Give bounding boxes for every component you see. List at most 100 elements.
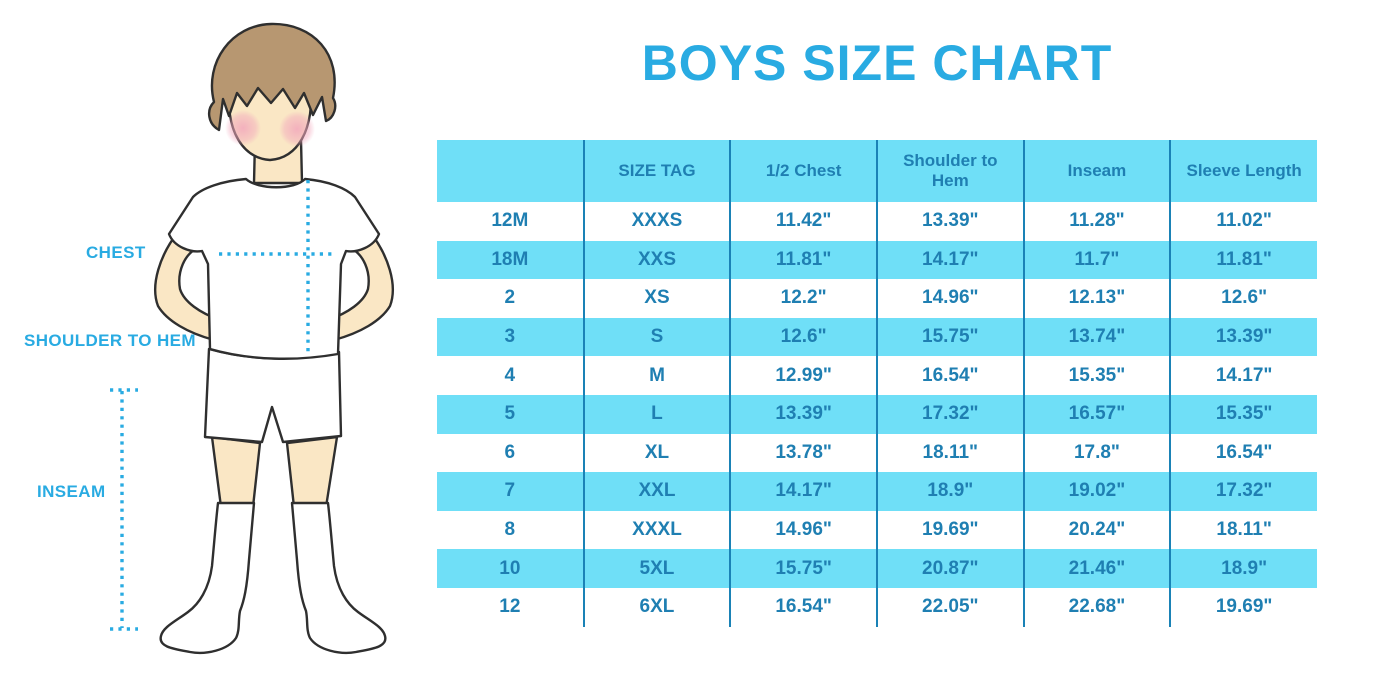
shoulder-to-hem-cell: 19.69" bbox=[875, 510, 1024, 550]
inseam-cell: 17.8" bbox=[1022, 433, 1171, 473]
chest-label: CHEST bbox=[86, 243, 146, 262]
inseam-cell: 13.74" bbox=[1022, 317, 1171, 357]
size-cell: 18M bbox=[491, 248, 529, 270]
size-tag-cell: XXS bbox=[582, 240, 731, 280]
size-cell: 12 bbox=[499, 596, 521, 618]
size-tag-cell: M bbox=[582, 356, 731, 395]
size-tag-cell: L bbox=[582, 394, 731, 434]
sleeve-length-cell: 14.17" bbox=[1169, 356, 1317, 395]
size-tag-cell: XL bbox=[582, 433, 731, 473]
half-chest-cell: 13.39" bbox=[729, 394, 877, 434]
right-leg bbox=[285, 435, 339, 509]
inseam-cell: 16.57" bbox=[1022, 394, 1171, 434]
table-row: 8 XXXL 14.96" 19.69" 20.24" 18.11" bbox=[437, 510, 1317, 550]
table-row: 12M XXXS 11.42" 13.39" 11.28" 11.02" bbox=[437, 202, 1317, 241]
size-cell: 5 bbox=[504, 403, 516, 425]
size-tag-cell: S bbox=[582, 317, 731, 357]
shoulder-to-hem-cell: 13.39" bbox=[875, 202, 1024, 241]
inseam-cell: 11.28" bbox=[1022, 202, 1171, 241]
inseam-cell: 22.68" bbox=[1022, 587, 1171, 627]
size-tag-cell: XXXS bbox=[582, 202, 731, 241]
table-row: 12 6XL 16.54" 22.05" 22.68" 19.69" bbox=[437, 587, 1317, 627]
shoulder-to-hem-cell: 17.32" bbox=[875, 394, 1024, 434]
half-chest-cell: 12.99" bbox=[729, 356, 877, 395]
half-chest-cell: 11.81" bbox=[729, 240, 877, 280]
half-chest-cell: 12.2" bbox=[729, 279, 877, 318]
left-sock bbox=[159, 501, 256, 654]
inseam-cell: 21.46" bbox=[1022, 549, 1171, 588]
size-cell: 2 bbox=[504, 287, 516, 309]
inseam-cell: 19.02" bbox=[1022, 472, 1171, 511]
sleeve-length-cell: 16.54" bbox=[1169, 433, 1317, 473]
table-row: 3 S 12.6" 15.75" 13.74" 13.39" bbox=[437, 317, 1317, 357]
sleeve-length-cell: 15.35" bbox=[1169, 394, 1317, 434]
size-cell: 6 bbox=[504, 441, 516, 463]
header-col-half-chest: 1/2 Chest bbox=[729, 140, 877, 202]
hair bbox=[207, 22, 337, 132]
shoulder-to-hem-cell: 14.96" bbox=[875, 279, 1024, 318]
sleeve-length-cell: 17.32" bbox=[1169, 472, 1317, 511]
shoulder-to-hem-cell: 15.75" bbox=[875, 317, 1024, 357]
table-row: 6 XL 13.78" 18.11" 17.8" 16.54" bbox=[437, 433, 1317, 473]
left-leg bbox=[210, 435, 262, 509]
size-cell: 3 bbox=[504, 326, 516, 348]
table-row: 18M XXS 11.81" 14.17" 11.7" 11.81" bbox=[437, 240, 1317, 280]
header-col-inseam: Inseam bbox=[1022, 140, 1171, 202]
table-row: 2 XS 12.2" 14.96" 12.13" 12.6" bbox=[437, 279, 1317, 318]
table-row: 10 5XL 15.75" 20.87" 21.46" 18.9" bbox=[437, 549, 1317, 588]
half-chest-cell: 11.42" bbox=[729, 202, 877, 241]
inseam-cell: 12.13" bbox=[1022, 279, 1171, 318]
size-tag-cell: XS bbox=[582, 279, 731, 318]
size-cell: 12M bbox=[491, 210, 529, 232]
blush-right-cheek bbox=[279, 111, 315, 147]
shoulder-to-hem-cell: 18.9" bbox=[875, 472, 1024, 511]
sleeve-length-cell: 11.81" bbox=[1169, 240, 1317, 280]
header-row: SIZE TAG 1/2 Chest Shoulder to Hem Insea… bbox=[437, 140, 1317, 202]
table-row: 7 XXL 14.17" 18.9" 19.02" 17.32" bbox=[437, 472, 1317, 511]
half-chest-cell: 13.78" bbox=[729, 433, 877, 473]
half-chest-cell: 14.96" bbox=[729, 510, 877, 550]
inseam-label: INSEAM bbox=[37, 482, 106, 501]
sleeve-length-cell: 12.6" bbox=[1169, 279, 1317, 318]
size-cell: 4 bbox=[504, 364, 516, 386]
size-tag-cell: XXL bbox=[582, 472, 731, 511]
sleeve-length-cell: 11.02" bbox=[1169, 202, 1317, 241]
header-col-size bbox=[437, 140, 584, 202]
half-chest-cell: 15.75" bbox=[729, 549, 877, 588]
size-cell: 8 bbox=[504, 519, 516, 541]
table-row: 4 M 12.99" 16.54" 15.35" 14.17" bbox=[437, 356, 1317, 395]
table-row: 5 L 13.39" 17.32" 16.57" 15.35" bbox=[437, 394, 1317, 434]
size-cell: 7 bbox=[504, 480, 516, 502]
inseam-cell: 15.35" bbox=[1022, 356, 1171, 395]
shoulder-to-hem-cell: 20.87" bbox=[875, 549, 1024, 588]
half-chest-cell: 14.17" bbox=[729, 472, 877, 511]
shoulder-to-hem-cell: 22.05" bbox=[875, 587, 1024, 627]
inseam-cell: 20.24" bbox=[1022, 510, 1171, 550]
header-col-shoulder-to-hem: Shoulder to Hem bbox=[875, 140, 1024, 202]
sleeve-length-cell: 18.11" bbox=[1169, 510, 1317, 550]
measurement-lines bbox=[110, 180, 334, 631]
shoulder-to-hem-cell: 18.11" bbox=[875, 433, 1024, 473]
size-tag-cell: 6XL bbox=[582, 587, 731, 627]
boy-illustration bbox=[110, 22, 394, 654]
half-chest-cell: 12.6" bbox=[729, 317, 877, 357]
header-col-size-tag: SIZE TAG bbox=[582, 140, 731, 202]
sleeve-length-cell: 19.69" bbox=[1169, 587, 1317, 627]
size-table: SIZE TAG 1/2 Chest Shoulder to Hem Insea… bbox=[437, 140, 1317, 627]
shorts bbox=[203, 347, 343, 444]
blush-left-cheek bbox=[225, 110, 261, 146]
inseam-cell: 11.7" bbox=[1022, 240, 1171, 280]
right-sock bbox=[290, 501, 387, 654]
page-title: BOYS SIZE CHART bbox=[641, 35, 1113, 91]
sleeve-length-cell: 18.9" bbox=[1169, 549, 1317, 588]
header-col-sleeve-length: Sleeve Length bbox=[1169, 140, 1317, 202]
shoulder-to-hem-label: SHOULDER TO HEM bbox=[24, 331, 196, 350]
size-cell: 10 bbox=[499, 557, 521, 579]
size-tag-cell: 5XL bbox=[582, 549, 731, 588]
size-tag-cell: XXXL bbox=[582, 510, 731, 550]
t-shirt bbox=[167, 177, 381, 360]
shoulder-to-hem-cell: 14.17" bbox=[875, 240, 1024, 280]
half-chest-cell: 16.54" bbox=[729, 587, 877, 627]
sleeve-length-cell: 13.39" bbox=[1169, 317, 1317, 357]
